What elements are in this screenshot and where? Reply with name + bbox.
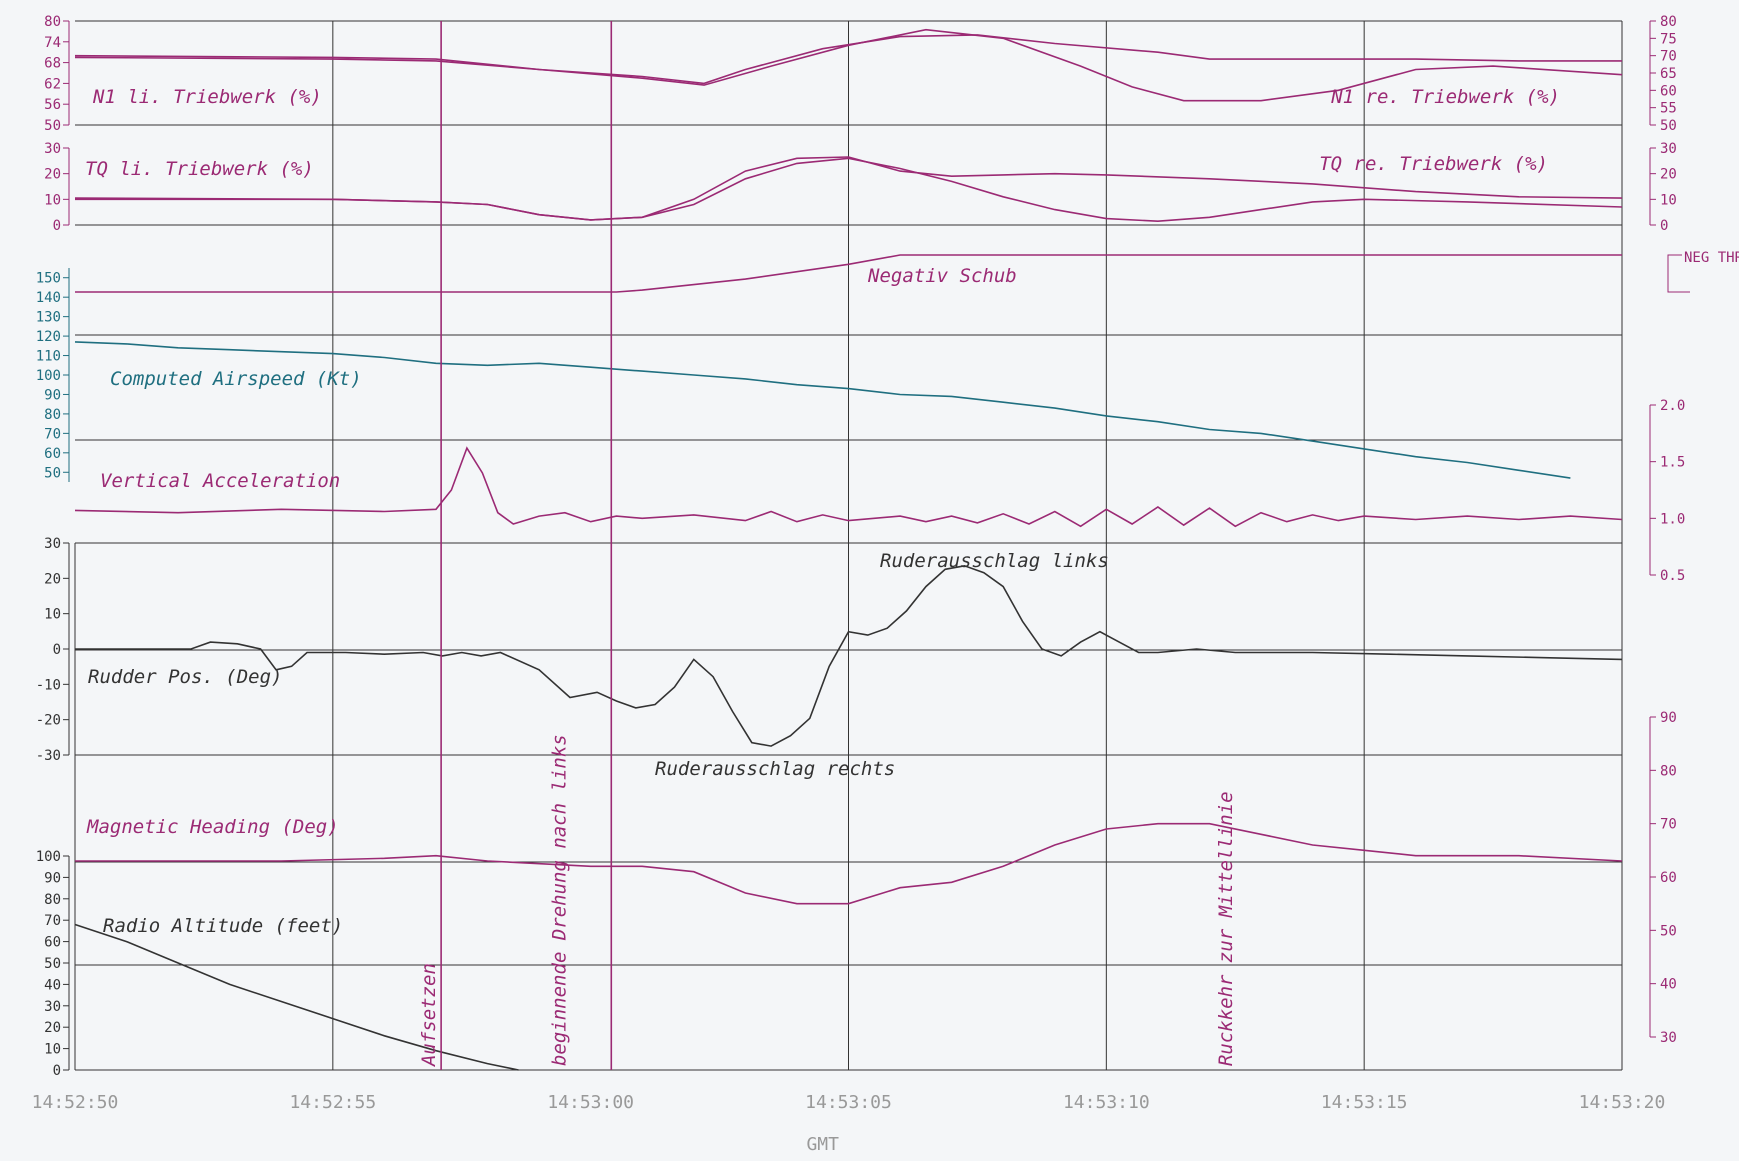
heading-right-tick-label: 40: [1660, 977, 1677, 993]
drehung-annotation: beginnende Drehung nach links: [548, 734, 570, 1066]
n1-left-tick-label: 68: [44, 56, 61, 72]
ralt-left-tick-label: 90: [44, 870, 61, 886]
vacc-label: Vertical Acceleration: [100, 470, 340, 492]
n1-left-tick-label: 74: [44, 35, 61, 51]
n1-right-tick-label: 60: [1660, 83, 1677, 99]
heading-right-tick-label: 60: [1660, 870, 1677, 886]
rudder-left-tick-label: -20: [36, 713, 61, 729]
cas-left-tick-label: 80: [44, 407, 61, 423]
cas-left-tick-label: 130: [36, 310, 61, 326]
n1-left-tick-label: 50: [44, 118, 61, 134]
tq-right-tick-label: 0: [1660, 218, 1668, 234]
tq-left-tick-label: 10: [44, 192, 61, 208]
tq-left-tick-label: 0: [53, 218, 61, 234]
ralt-label: Radio Altitude (feet): [103, 915, 343, 937]
n1-right-tick-label: 80: [1660, 14, 1677, 30]
heading-label: Magnetic Heading (Deg): [86, 816, 339, 838]
rudder-left-tick-label: 10: [44, 607, 61, 623]
ralt-left-tick-label: 60: [44, 935, 61, 951]
n1-left-label: N1 li. Triebwerk (%): [92, 86, 322, 108]
tq-left-label: TQ li. Triebwerk (%): [85, 158, 314, 180]
cas-left-tick-label: 140: [36, 290, 61, 306]
n1-series-line: [74, 28, 1623, 102]
neg-thr-bracket: [1667, 254, 1690, 293]
n1-left-tick-label: 80: [44, 14, 61, 30]
cas-left-tick-label: 150: [36, 271, 61, 287]
vacc-right-tick-label: 2.0: [1660, 398, 1685, 414]
neg-thr-label: NEG THR: [1684, 250, 1739, 266]
x-tick-label: 14:53:15: [1321, 1092, 1408, 1113]
cas-series-line: [74, 341, 1571, 479]
n1-right-tick-label: 65: [1660, 66, 1677, 82]
cas-left-tick-label: 50: [44, 465, 61, 481]
tq-left-tick-label: 20: [44, 167, 61, 183]
x-tick-label: 14:53:10: [1063, 1092, 1150, 1113]
rudder-left-tick-label: -30: [36, 748, 61, 764]
x-axis-label: GMT: [806, 1134, 839, 1155]
heading-right-tick-label: 50: [1660, 923, 1677, 939]
ralt-left-tick-label: 30: [44, 999, 61, 1015]
ralt-left-tick-label: 70: [44, 913, 61, 929]
cas-label: Computed Airspeed (Kt): [110, 368, 362, 390]
ralt-left-tick-label: 100: [36, 849, 61, 865]
rudder-left-annotation: Ruderausschlag links: [880, 550, 1109, 572]
rudder-left-tick-label: 20: [44, 571, 61, 587]
rueckkehr-annotation: Ruckkehr zur Mittellinie: [1215, 791, 1237, 1066]
tq-left-tick-label: 30: [44, 141, 61, 157]
vacc-series-line: [74, 446, 1623, 528]
cas-left-tick-label: 90: [44, 387, 61, 403]
heading-right-tick-label: 30: [1660, 1030, 1677, 1046]
cas-left-tick-label: 60: [44, 446, 61, 462]
aufsetzen-annotation: Aufsetzen: [418, 963, 440, 1067]
rudder-left-tick-label: 30: [44, 536, 61, 552]
neg-series-line: [75, 254, 1622, 293]
tq-right-tick-label: 10: [1660, 192, 1677, 208]
rudder-left-tick-label: -10: [36, 677, 61, 693]
cas-left-tick-label: 70: [44, 426, 61, 442]
ralt-left-tick-label: 10: [44, 1042, 61, 1058]
n1-right-tick-label: 50: [1660, 118, 1677, 134]
cas-left-tick-label: 120: [36, 329, 61, 345]
x-tick-label: 14:53:00: [547, 1092, 634, 1113]
x-tick-label: 14:53:05: [805, 1092, 892, 1113]
n1-right-label: N1 re. Triebwerk (%): [1330, 86, 1560, 108]
neg-thrust-label: Negativ Schub: [867, 265, 1017, 287]
ralt-left-tick-label: 0: [53, 1063, 61, 1079]
n1-left-tick-label: 62: [44, 76, 61, 92]
tq-right-tick-label: 30: [1660, 141, 1677, 157]
n1-left-tick-label: 56: [44, 97, 61, 113]
ralt-left-tick-label: 20: [44, 1020, 61, 1036]
x-tick-label: 14:52:50: [32, 1092, 119, 1113]
ralt-series-line: [74, 923, 519, 1071]
n1-right-tick-label: 70: [1660, 49, 1677, 65]
ralt-left-tick-label: 40: [44, 977, 61, 993]
heading-right-tick-label: 80: [1660, 763, 1677, 779]
ralt-left-tick-label: 50: [44, 956, 61, 972]
rudder-series-line: [75, 564, 1623, 747]
rudder-left-tick-label: 0: [53, 642, 61, 658]
x-tick-label: 14:52:55: [289, 1092, 376, 1113]
heading-right-tick-label: 90: [1660, 710, 1677, 726]
rudder-label: Rudder Pos. (Deg): [88, 666, 282, 688]
ralt-left-tick-label: 80: [44, 892, 61, 908]
n1-right-tick-label: 75: [1660, 31, 1677, 47]
tq-right-tick-label: 20: [1660, 167, 1677, 183]
cas-left-tick-label: 100: [36, 368, 61, 384]
heading-right-tick-label: 70: [1660, 817, 1677, 833]
x-tick-label: 14:53:20: [1579, 1092, 1666, 1113]
vacc-right-tick-label: 0.5: [1660, 568, 1685, 584]
vacc-right-tick-label: 1.5: [1660, 455, 1685, 471]
vacc-right-tick-label: 1.0: [1660, 511, 1685, 527]
tq-right-label: TQ re. Triebwerk (%): [1319, 153, 1548, 175]
cas-left-tick-label: 110: [36, 349, 61, 365]
heading-series-line: [75, 822, 1623, 905]
rudder-right-annotation: Ruderausschlag rechts: [655, 758, 895, 780]
tq-series-line: [74, 156, 1623, 221]
n1-right-tick-label: 55: [1660, 101, 1677, 117]
